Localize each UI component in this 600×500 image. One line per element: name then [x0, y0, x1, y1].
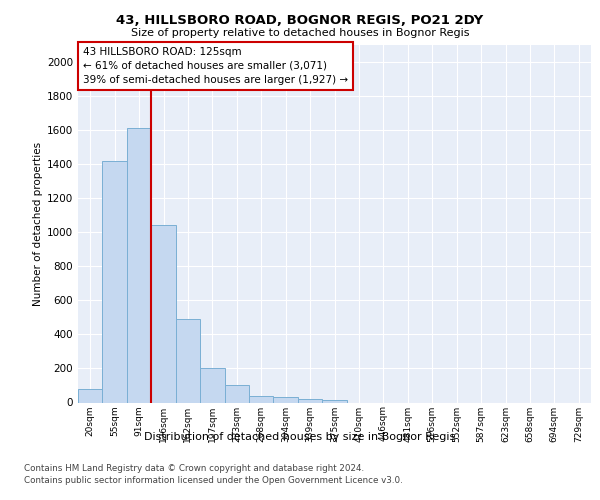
Bar	[224, 386, 249, 402]
Text: Distribution of detached houses by size in Bognor Regis: Distribution of detached houses by size …	[145, 432, 455, 442]
Text: Contains HM Land Registry data © Crown copyright and database right 2024.: Contains HM Land Registry data © Crown c…	[24, 464, 364, 473]
Bar	[249, 396, 274, 402]
Bar	[103, 161, 127, 402]
Text: Size of property relative to detached houses in Bognor Regis: Size of property relative to detached ho…	[131, 28, 469, 38]
Y-axis label: Number of detached properties: Number of detached properties	[33, 142, 43, 306]
Text: Contains public sector information licensed under the Open Government Licence v3: Contains public sector information licen…	[24, 476, 403, 485]
Bar	[151, 224, 176, 402]
Bar	[274, 396, 298, 402]
Bar	[298, 399, 322, 402]
Bar	[78, 389, 103, 402]
Text: 43 HILLSBORO ROAD: 125sqm
← 61% of detached houses are smaller (3,071)
39% of se: 43 HILLSBORO ROAD: 125sqm ← 61% of detac…	[83, 47, 348, 85]
Bar	[200, 368, 224, 402]
Bar	[176, 319, 200, 402]
Bar	[127, 128, 151, 402]
Text: 43, HILLSBORO ROAD, BOGNOR REGIS, PO21 2DY: 43, HILLSBORO ROAD, BOGNOR REGIS, PO21 2…	[116, 14, 484, 27]
Bar	[322, 400, 347, 402]
